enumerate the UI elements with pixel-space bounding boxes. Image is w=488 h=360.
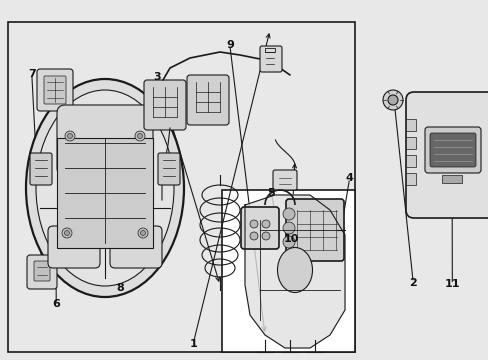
FancyBboxPatch shape bbox=[30, 153, 52, 185]
Polygon shape bbox=[244, 195, 345, 348]
Text: 3: 3 bbox=[153, 72, 161, 82]
FancyBboxPatch shape bbox=[241, 207, 279, 249]
Circle shape bbox=[64, 230, 69, 235]
FancyBboxPatch shape bbox=[158, 153, 180, 185]
FancyBboxPatch shape bbox=[48, 226, 100, 268]
Circle shape bbox=[249, 232, 258, 240]
Bar bbox=[405, 119, 415, 131]
Circle shape bbox=[135, 131, 145, 141]
Text: 1: 1 bbox=[189, 339, 197, 349]
Text: 5: 5 bbox=[267, 188, 275, 198]
Circle shape bbox=[62, 228, 72, 238]
Circle shape bbox=[140, 230, 145, 235]
Circle shape bbox=[283, 236, 294, 248]
FancyBboxPatch shape bbox=[143, 80, 185, 130]
FancyBboxPatch shape bbox=[34, 261, 50, 281]
Circle shape bbox=[387, 95, 397, 105]
Ellipse shape bbox=[36, 90, 174, 286]
Text: 7: 7 bbox=[28, 69, 36, 79]
Text: 8: 8 bbox=[116, 283, 123, 293]
Circle shape bbox=[382, 90, 402, 110]
FancyBboxPatch shape bbox=[186, 75, 228, 125]
FancyBboxPatch shape bbox=[37, 69, 73, 111]
Circle shape bbox=[283, 208, 294, 220]
Bar bbox=[57, 138, 153, 248]
Circle shape bbox=[138, 228, 148, 238]
Circle shape bbox=[262, 232, 269, 240]
Circle shape bbox=[137, 134, 142, 139]
Circle shape bbox=[67, 134, 72, 139]
FancyBboxPatch shape bbox=[57, 105, 153, 176]
Circle shape bbox=[262, 220, 269, 228]
Text: 9: 9 bbox=[225, 40, 233, 50]
Bar bbox=[405, 173, 415, 185]
Text: 6: 6 bbox=[52, 299, 60, 309]
Text: 2: 2 bbox=[408, 278, 416, 288]
Text: 10: 10 bbox=[283, 234, 298, 244]
FancyBboxPatch shape bbox=[44, 76, 66, 104]
Circle shape bbox=[249, 220, 258, 228]
Ellipse shape bbox=[26, 79, 183, 297]
FancyBboxPatch shape bbox=[429, 133, 475, 167]
FancyBboxPatch shape bbox=[260, 46, 282, 72]
Circle shape bbox=[65, 131, 75, 141]
FancyBboxPatch shape bbox=[110, 226, 162, 268]
Bar bbox=[441, 175, 461, 183]
Bar bbox=[405, 137, 415, 149]
FancyBboxPatch shape bbox=[405, 92, 488, 218]
FancyBboxPatch shape bbox=[272, 170, 296, 190]
FancyBboxPatch shape bbox=[27, 255, 57, 289]
Bar bbox=[222, 190, 354, 352]
Text: 11: 11 bbox=[444, 279, 459, 289]
Circle shape bbox=[283, 222, 294, 234]
Text: 4: 4 bbox=[345, 173, 353, 183]
Ellipse shape bbox=[277, 248, 312, 292]
Bar bbox=[8, 22, 354, 352]
Bar bbox=[405, 155, 415, 167]
FancyBboxPatch shape bbox=[424, 127, 480, 173]
FancyBboxPatch shape bbox=[285, 199, 343, 261]
